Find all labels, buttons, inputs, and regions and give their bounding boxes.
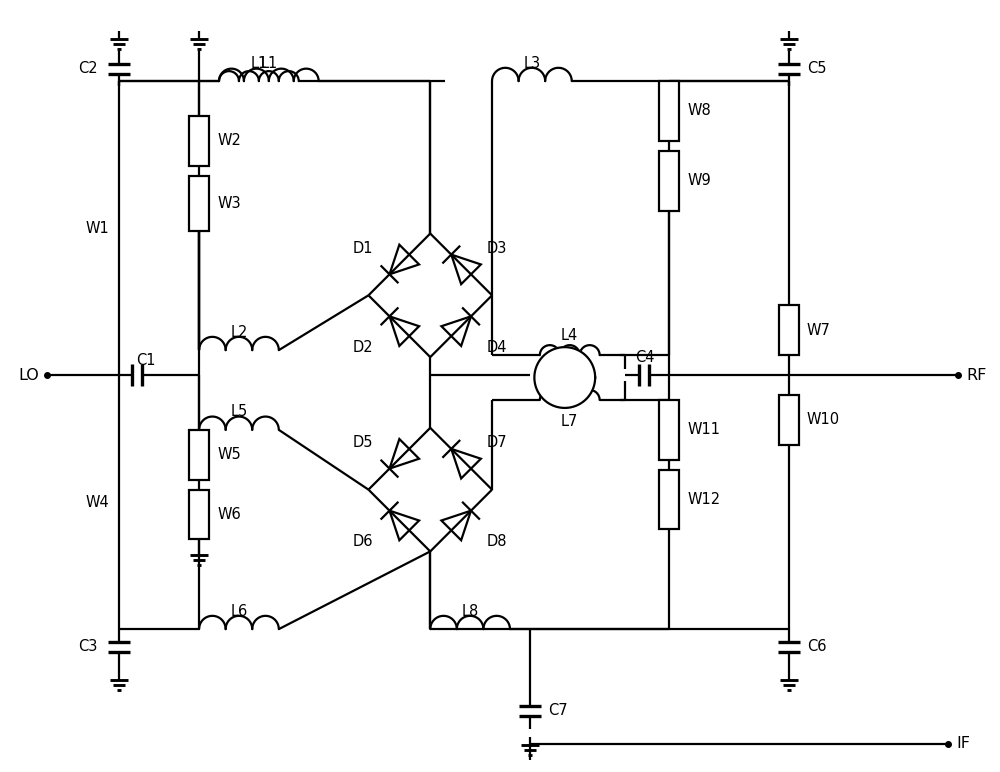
Text: C6: C6 (807, 638, 826, 654)
Text: W12: W12 (687, 492, 720, 507)
Text: D3: D3 (487, 241, 507, 256)
Text: C2: C2 (78, 61, 97, 76)
Bar (189, 176, 209, 231)
Text: C5: C5 (807, 61, 826, 76)
Text: C3: C3 (78, 638, 97, 654)
Bar (659, 469, 679, 530)
Text: L5: L5 (230, 405, 248, 419)
Text: W11: W11 (687, 422, 720, 438)
Text: C1: C1 (136, 353, 156, 367)
Text: W3: W3 (217, 195, 241, 211)
Bar (779, 395, 799, 445)
Text: RF: RF (966, 367, 987, 383)
Bar (659, 81, 679, 141)
Text: W8: W8 (687, 103, 711, 118)
Text: W4: W4 (86, 495, 109, 510)
Text: L3: L3 (523, 56, 540, 71)
Text: W1: W1 (86, 221, 109, 235)
Text: L8: L8 (461, 604, 479, 618)
Bar (779, 305, 799, 355)
Text: C7: C7 (548, 703, 567, 718)
Text: D8: D8 (487, 534, 508, 549)
Text: D5: D5 (353, 435, 373, 450)
Text: L1: L1 (260, 56, 277, 71)
Text: L7: L7 (561, 415, 578, 429)
Text: D6: D6 (353, 534, 373, 549)
Text: D7: D7 (487, 435, 508, 450)
Text: W6: W6 (217, 507, 241, 522)
Bar (189, 430, 209, 479)
Text: D1: D1 (353, 241, 373, 256)
Bar (659, 151, 679, 211)
Text: LO: LO (18, 367, 39, 383)
Bar (189, 116, 209, 166)
Text: W10: W10 (807, 412, 840, 428)
Text: D2: D2 (353, 340, 373, 354)
Text: W2: W2 (217, 134, 241, 148)
Text: W7: W7 (807, 323, 831, 337)
Text: L1: L1 (250, 56, 267, 71)
Text: L4: L4 (561, 327, 578, 343)
Text: C4: C4 (635, 350, 654, 364)
Text: L6: L6 (230, 604, 248, 618)
Polygon shape (534, 347, 595, 408)
Bar (189, 489, 209, 540)
Text: L2: L2 (230, 325, 248, 340)
Text: D4: D4 (487, 340, 508, 354)
Text: W5: W5 (217, 447, 241, 462)
Text: IF: IF (956, 736, 970, 751)
Text: W9: W9 (687, 173, 711, 188)
Bar (659, 400, 679, 460)
